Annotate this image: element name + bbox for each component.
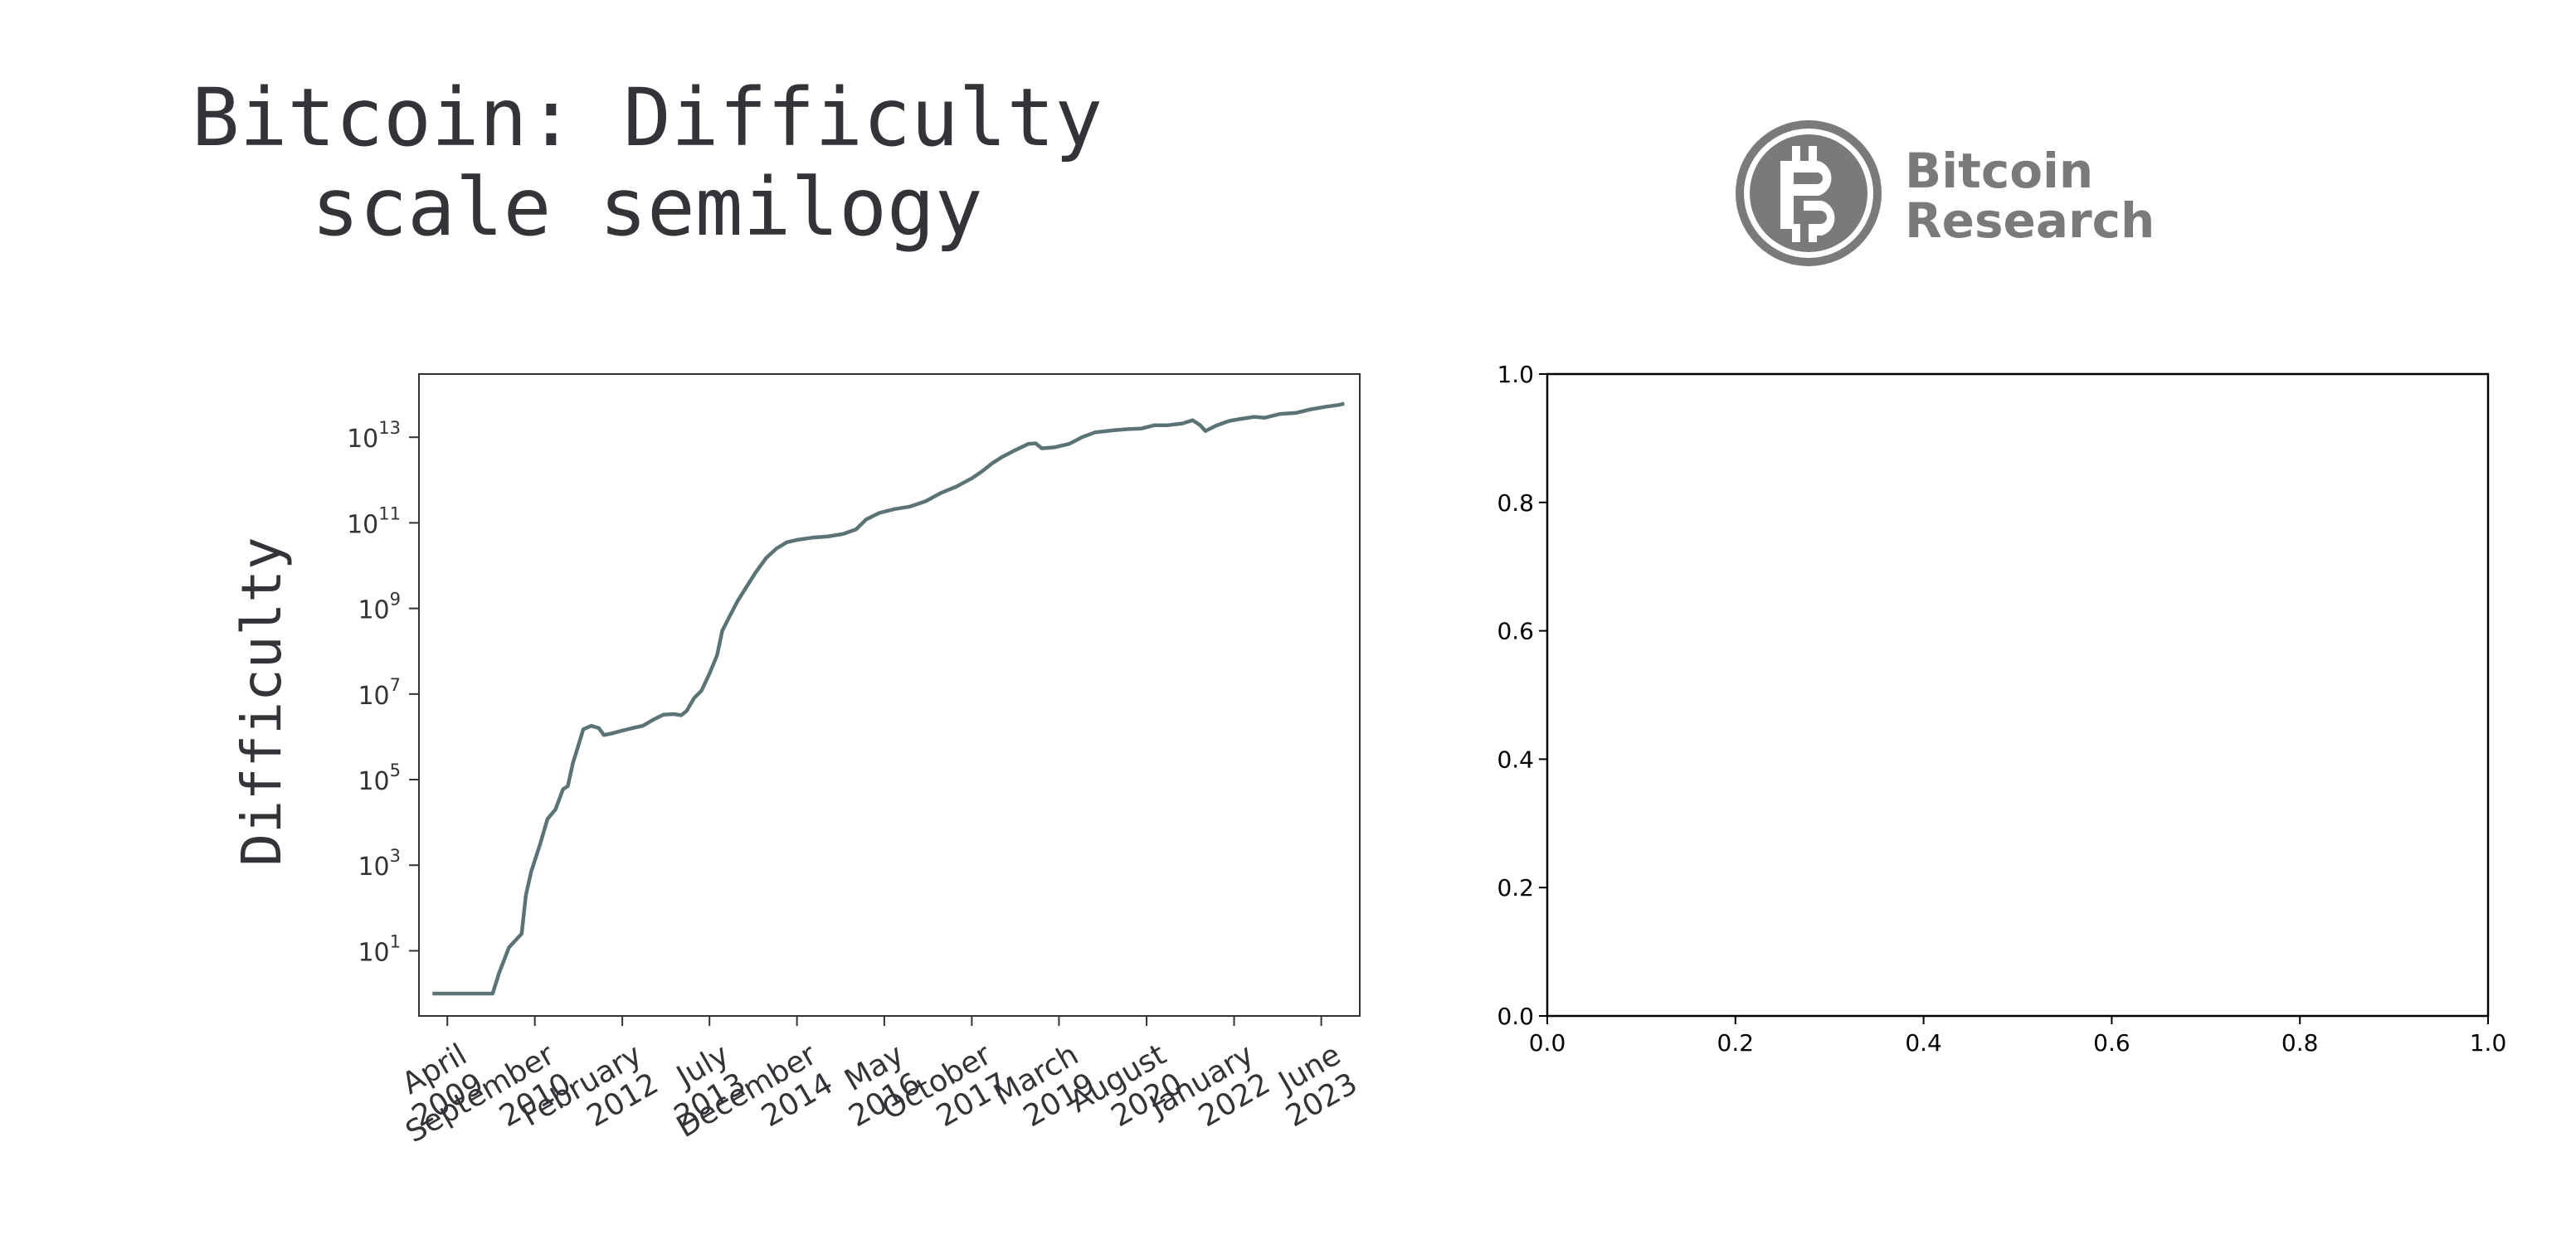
y-tick-label: 0.8 (1497, 489, 1534, 517)
y-tick: 0.4 (1497, 746, 1547, 773)
y-tick-1: 101 (358, 931, 419, 967)
y-tick: 0.0 (1497, 1003, 1547, 1030)
x-tick: 0.0 (1529, 1016, 1566, 1057)
x-tick: January2022 (1143, 1016, 1276, 1134)
x-tick: 0.8 (2281, 1016, 2319, 1057)
y-tick-label: 0.4 (1497, 746, 1534, 773)
y-tick-label: 0.0 (1497, 1003, 1534, 1030)
y-tick: 0.6 (1497, 618, 1547, 645)
y-tick-label: 109 (358, 590, 401, 625)
y-tick-label: 107 (358, 675, 401, 711)
x-tick-label: 0.8 (2281, 1029, 2319, 1057)
x-tick-label: May2016 (827, 1038, 927, 1134)
empty-chart: 0.0 0.2 0.4 0.6 0.8 1.0 0.0 0.2 0.4 0.6 0.8 1.0 (1497, 361, 2507, 1057)
x-tick-label: 0.2 (1717, 1029, 1755, 1057)
x-tick: 0.4 (1905, 1016, 1942, 1057)
y-tick-7: 107 (358, 675, 419, 711)
y-tick-13: 1013 (347, 418, 419, 454)
y-tick: 0.8 (1497, 489, 1547, 517)
x-tick-label: 0.0 (1529, 1029, 1566, 1057)
bitcoin-research-logo-icon (1736, 120, 1882, 266)
empty-plot-frame (1546, 372, 2490, 1018)
x-tick-label: June2023 (1264, 1038, 1363, 1134)
x-tick-label: 0.4 (1905, 1029, 1942, 1057)
bitcoin-research-logo: Bitcoin Research (1732, 114, 2164, 272)
y-tick: 1.0 (1497, 361, 1547, 388)
x-tick: June2023 (1264, 1016, 1363, 1134)
y-tick-label: 103 (358, 846, 401, 882)
y-tick-5: 105 (358, 761, 419, 796)
x-tick-label: 1.0 (2470, 1029, 2507, 1057)
y-tick-label: 1011 (347, 503, 401, 539)
y-tick-label: 0.6 (1497, 618, 1534, 645)
x-tick: May2016 (827, 1016, 927, 1134)
series-line-difficulty (432, 401, 1345, 996)
y-tick-label: 1.0 (1497, 361, 1534, 388)
logo-line2: Research (1905, 192, 2155, 249)
plot-frame (418, 373, 1361, 1017)
x-tick: 0.6 (2093, 1016, 2130, 1057)
y-tick-3: 103 (358, 846, 419, 882)
y-axis-label: Difficulty (230, 537, 294, 866)
page-title: Bitcoin: Difficulty scale semilogy (191, 71, 1103, 254)
y-tick-label: 1013 (347, 418, 401, 454)
x-tick: 1.0 (2470, 1016, 2507, 1057)
y-tick: 0.2 (1497, 874, 1547, 902)
y-tick-label: 0.2 (1497, 874, 1534, 902)
y-tick-label: 101 (358, 931, 401, 967)
x-tick-label: 0.6 (2093, 1029, 2130, 1057)
logo-line1: Bitcoin (1905, 143, 2093, 199)
y-tick-9: 109 (358, 590, 419, 625)
y-tick-label: 105 (358, 761, 401, 796)
y-tick-11: 1011 (347, 503, 419, 539)
x-tick: 0.2 (1717, 1016, 1755, 1057)
